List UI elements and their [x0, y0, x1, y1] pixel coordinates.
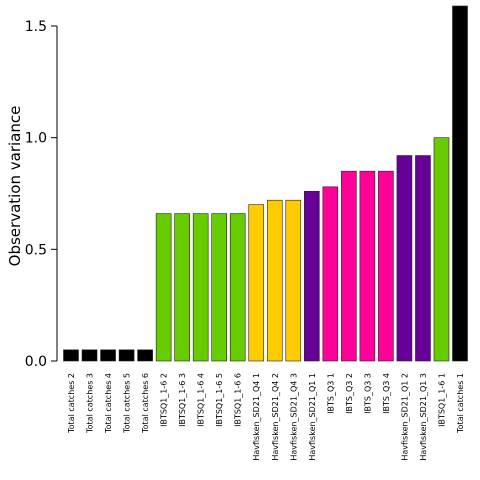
x-tick-label: Total catches 4	[104, 373, 113, 434]
bar	[341, 170, 357, 362]
bar	[137, 349, 153, 362]
x-axis-labels: Total catches 2 Total catches 3 Total catc…	[67, 373, 465, 461]
bar	[433, 137, 450, 362]
x-tick-label: Total catches 3	[86, 373, 95, 434]
bar	[396, 155, 413, 362]
bar	[63, 349, 79, 362]
y-tick-label: 0.5	[25, 242, 47, 258]
x-tick-label: IBTSQ1_1-6 2	[160, 373, 169, 427]
y-tick-label: 1.0	[25, 131, 47, 147]
x-tick-label: Total catches 2	[67, 373, 76, 434]
y-tick-label: 0.0	[25, 354, 47, 370]
bar	[266, 199, 283, 362]
x-tick-label: IBTS_Q3 1	[326, 373, 335, 414]
x-tick-label: IBTSQ1_1-6 3	[178, 373, 187, 427]
bar	[415, 155, 431, 362]
x-tick-label: IBTS_Q3 4	[382, 373, 391, 414]
bar	[378, 170, 394, 362]
x-tick-label: IBTS_Q3 2	[345, 373, 354, 414]
bars	[63, 5, 468, 362]
y-axis-title: Observation variance	[6, 106, 24, 267]
bar	[452, 5, 468, 362]
x-tick-label: IBTS_Q3 3	[363, 373, 372, 414]
x-tick-label: Havfisken_SD21_Q4 2	[271, 373, 280, 461]
x-tick-label: Total catches 5	[123, 373, 132, 434]
bar	[304, 190, 320, 362]
bar	[118, 349, 135, 362]
bar	[229, 213, 246, 362]
x-tick-label: Havfisken_SD21_Q1 3	[419, 373, 428, 461]
y-axis: 0.0 0.5 1.0 1.5	[25, 19, 58, 370]
x-tick-label: Havfisken_SD21_Q4 1	[252, 373, 261, 461]
y-tick-label: 1.5	[25, 19, 47, 35]
x-tick-label: IBTSQ1_1-6 6	[234, 373, 243, 427]
x-tick-label: Total catches 1	[456, 373, 465, 434]
bar	[155, 213, 172, 362]
x-tick-label: IBTSQ1_1-6 4	[197, 373, 206, 427]
x-tick-label: Havfisken_SD21_Q4 3	[289, 373, 298, 461]
bar	[211, 213, 227, 362]
x-tick-label: Havfisken_SD21_Q1 2	[400, 373, 409, 461]
x-tick-label: Havfisken_SD21_Q1 1	[308, 373, 317, 461]
x-tick-label: IBTSQ1_1-6 1	[437, 373, 446, 427]
bar	[174, 213, 190, 362]
bar	[192, 213, 209, 362]
bar	[100, 349, 116, 362]
bar	[248, 204, 265, 362]
x-tick-label: Total catches 6	[141, 373, 150, 434]
x-tick-label: IBTSQ1_1-6 5	[215, 373, 224, 427]
bar	[285, 199, 302, 362]
bar	[81, 349, 98, 362]
bar	[359, 170, 376, 362]
bar	[322, 186, 339, 362]
